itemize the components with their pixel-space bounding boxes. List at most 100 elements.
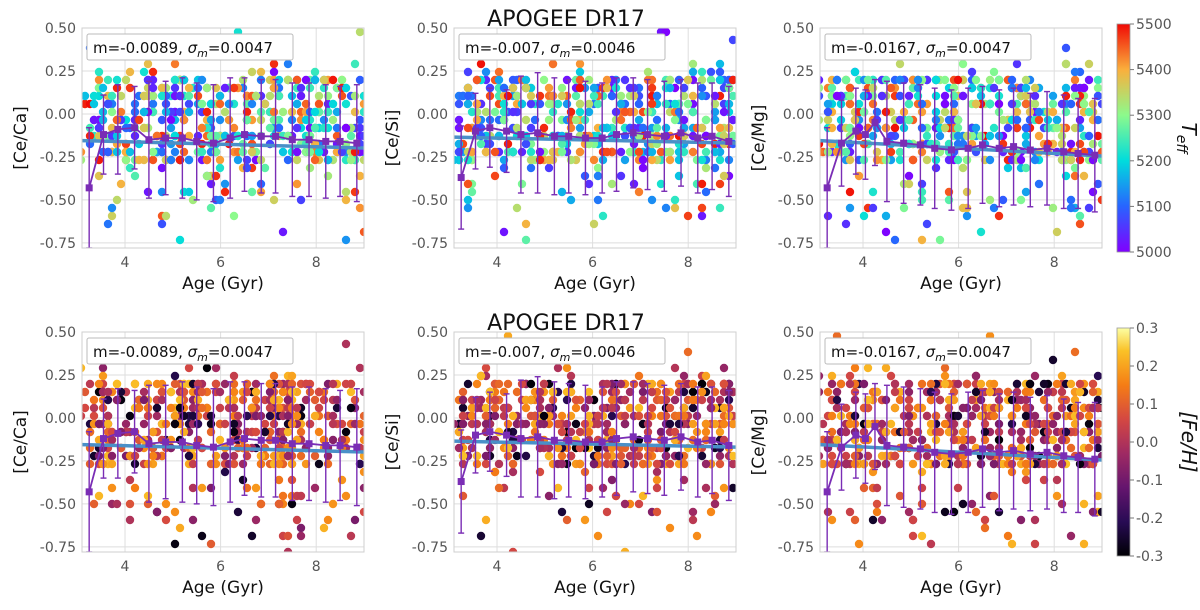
scatter-point bbox=[319, 75, 329, 85]
scatter-point bbox=[94, 171, 104, 181]
scatter-point bbox=[962, 155, 972, 165]
scatter-point bbox=[247, 147, 257, 157]
scatter-point bbox=[602, 83, 612, 93]
scatter-point bbox=[1003, 531, 1013, 541]
scatter-point bbox=[652, 459, 662, 469]
scatter-point bbox=[738, 148, 746, 156]
scatter-point bbox=[323, 171, 333, 181]
scatter-point bbox=[1093, 403, 1102, 413]
annotation-sigma: σ bbox=[926, 343, 936, 361]
scatter-point bbox=[575, 83, 585, 93]
scatter-point bbox=[521, 451, 531, 461]
scatter-point bbox=[638, 163, 648, 173]
slope-annotation: m=-0.0167, σm=0.0047 bbox=[824, 33, 1032, 61]
scatter-point bbox=[157, 163, 167, 173]
scatter-point bbox=[458, 395, 468, 405]
scatter-point bbox=[355, 459, 364, 469]
scatter-point bbox=[1066, 531, 1076, 541]
scatter-point bbox=[697, 155, 707, 165]
annotation-text: m=-0.0089, σm=0.0047 bbox=[93, 343, 273, 364]
scatter-point bbox=[215, 195, 225, 205]
scatter-point bbox=[1061, 91, 1071, 101]
trend-marker bbox=[883, 441, 891, 449]
scatter-point bbox=[215, 155, 225, 165]
trend-marker bbox=[677, 433, 685, 441]
scatter-point bbox=[143, 187, 153, 197]
scatter-point bbox=[958, 435, 968, 445]
scatter-point bbox=[620, 499, 630, 509]
scatter-point bbox=[652, 467, 662, 477]
scatter-point bbox=[508, 411, 518, 421]
scatter-point bbox=[247, 403, 257, 413]
y-axis-label: [Ce/Mg] bbox=[749, 105, 769, 172]
scatter-point bbox=[584, 395, 594, 405]
scatter-point bbox=[224, 99, 234, 109]
scatter-point bbox=[971, 75, 981, 85]
scatter-point bbox=[994, 75, 1004, 85]
scatter-point bbox=[503, 419, 513, 429]
scatter-point bbox=[265, 387, 275, 397]
scatter-point bbox=[611, 491, 621, 501]
scatter-point bbox=[598, 211, 608, 221]
scatter-point bbox=[170, 131, 180, 141]
scatter-point bbox=[575, 123, 585, 133]
scatter-point bbox=[269, 419, 279, 429]
scatter-point bbox=[454, 123, 464, 133]
scatter-point bbox=[463, 99, 473, 109]
scatter-point bbox=[512, 123, 522, 133]
scatter-point bbox=[454, 427, 464, 437]
annotation-sigma-sub: m bbox=[935, 351, 946, 364]
trend-marker bbox=[209, 443, 217, 451]
scatter-point bbox=[908, 459, 918, 469]
scatter-point bbox=[193, 419, 203, 429]
scatter-point bbox=[103, 147, 113, 157]
scatter-point bbox=[931, 411, 941, 421]
scatter-point bbox=[683, 211, 693, 221]
scatter-point bbox=[139, 419, 149, 429]
trend-marker bbox=[598, 134, 606, 142]
scatter-point bbox=[593, 531, 603, 541]
y-tick-label: 0.25 bbox=[417, 368, 448, 384]
scatter-point bbox=[292, 403, 302, 413]
slope-annotation: m=-0.0089, σm=0.0047 bbox=[86, 33, 294, 61]
scatter-points bbox=[820, 35, 1102, 245]
scatter-point bbox=[881, 395, 891, 405]
scatter-point bbox=[472, 451, 482, 461]
scatter-point bbox=[917, 531, 927, 541]
scatter-point bbox=[904, 419, 914, 429]
scatter-point bbox=[332, 123, 342, 133]
scatter-point bbox=[697, 83, 707, 93]
annotation-sigma-value: =0.0046 bbox=[570, 39, 635, 57]
scatter-point bbox=[1070, 123, 1080, 133]
scatter-point bbox=[872, 155, 882, 165]
trend-marker bbox=[1074, 149, 1082, 157]
x-axis-label: Age (Gyr) bbox=[554, 274, 636, 294]
scatter-point bbox=[454, 115, 464, 125]
panel-frame bbox=[81, 331, 365, 553]
scatter-point bbox=[683, 75, 693, 85]
scatter-point bbox=[197, 387, 207, 397]
scatter-point bbox=[260, 427, 270, 437]
scatter-point bbox=[697, 203, 707, 213]
scatter-point bbox=[454, 419, 459, 429]
scatter-point bbox=[904, 379, 914, 389]
scatter-point bbox=[89, 403, 99, 413]
scatter-point bbox=[539, 411, 549, 421]
scatter-point bbox=[215, 99, 225, 109]
scatter-point bbox=[328, 115, 338, 125]
y-tick-label: -0.75 bbox=[412, 540, 448, 556]
scatter-point bbox=[850, 363, 860, 373]
scatter-point bbox=[274, 91, 284, 101]
scatter-point bbox=[647, 195, 657, 205]
scatter-point bbox=[1043, 387, 1053, 397]
scatter-point bbox=[305, 387, 315, 397]
scatter-point bbox=[359, 411, 364, 421]
scatter-point bbox=[283, 427, 293, 437]
annotation-sigma: σ bbox=[926, 39, 936, 57]
scatter-point bbox=[958, 499, 968, 509]
scatter-point bbox=[971, 123, 981, 133]
scatter-point bbox=[301, 99, 311, 109]
scatter-point bbox=[1052, 491, 1062, 501]
y-axis-label: [Ce/Si] bbox=[383, 110, 403, 167]
scatter-point bbox=[481, 147, 491, 157]
